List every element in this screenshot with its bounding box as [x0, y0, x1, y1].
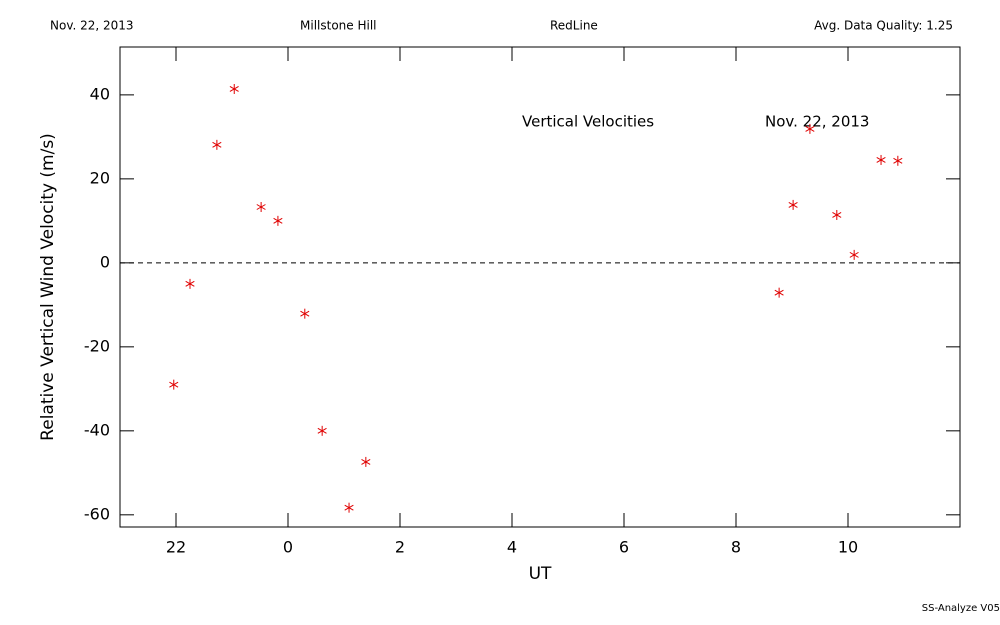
y-tick-label: -20: [84, 336, 110, 355]
annotation: Nov. 22, 2013: [765, 113, 869, 131]
y-tick-label: 40: [90, 84, 110, 103]
point: [300, 308, 310, 319]
point: [256, 202, 266, 212]
header-site: Millstone Hill: [300, 19, 376, 33]
x-tick-label: 0: [283, 538, 293, 557]
point: [317, 425, 327, 436]
point: [229, 83, 239, 94]
plot-frame: [119, 46, 961, 528]
y-tick-label: -60: [84, 504, 110, 523]
point: [774, 287, 784, 298]
header-quality: Avg. Data Quality: 1.25: [814, 19, 953, 33]
point: [788, 199, 798, 210]
x-tick-label: 10: [838, 538, 858, 557]
point: [849, 249, 859, 260]
y-tick-label: 0: [100, 252, 110, 271]
point: [185, 278, 195, 289]
x-tick-label: 4: [507, 538, 517, 557]
annotation: Vertical Velocities: [522, 113, 654, 131]
y-axis-label: Relative Vertical Wind Velocity (m/s): [38, 133, 58, 441]
x-tick-label: 22: [166, 538, 186, 557]
point: [361, 456, 371, 467]
x-tick-label: 2: [395, 538, 405, 557]
point: [805, 123, 815, 134]
y-tick-label: -40: [84, 420, 110, 439]
point: [344, 502, 354, 513]
header-line: RedLine: [550, 19, 598, 33]
x-axis-label: UT: [529, 564, 552, 584]
header-date: Nov. 22, 2013: [50, 19, 134, 33]
x-tick-label: 8: [731, 538, 741, 557]
point: [273, 215, 283, 226]
point: [832, 209, 842, 220]
x-tick-label: 6: [619, 538, 629, 557]
point: [893, 155, 903, 166]
point: [876, 154, 886, 165]
footer: SS-Analyze V05: [922, 603, 1000, 614]
point: [169, 379, 179, 390]
y-tick-label: 20: [90, 168, 110, 187]
point: [212, 139, 222, 150]
